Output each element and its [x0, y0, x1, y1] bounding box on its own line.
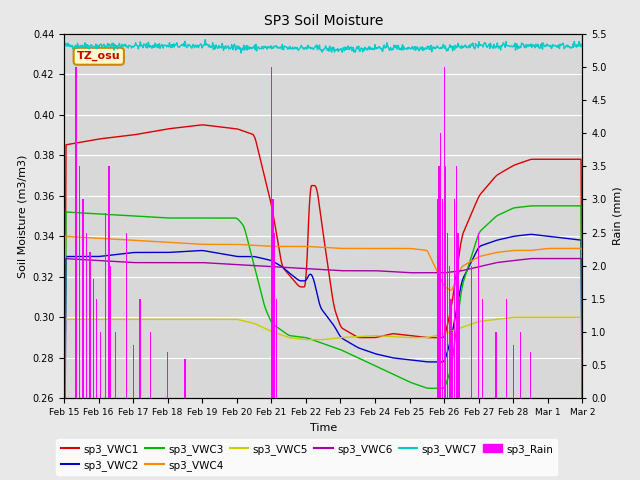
Bar [530, 352, 531, 398]
Bar [459, 299, 460, 398]
Bar [100, 332, 101, 398]
Bar [444, 67, 445, 398]
Bar [445, 166, 447, 398]
Bar [274, 233, 275, 398]
Bar [271, 67, 272, 398]
Bar [478, 233, 479, 398]
Bar [471, 266, 472, 398]
Bar [86, 233, 87, 398]
Text: TZ_osu: TZ_osu [77, 51, 120, 61]
Bar [93, 279, 94, 398]
Bar [456, 166, 457, 398]
Bar [436, 199, 438, 398]
Title: SP3 Soil Moisture: SP3 Soil Moisture [264, 14, 383, 28]
Bar [438, 166, 440, 398]
Bar [442, 199, 443, 398]
Bar [506, 299, 507, 398]
Bar [108, 166, 109, 398]
Bar [273, 199, 274, 398]
Bar [276, 299, 277, 398]
Bar [451, 299, 452, 398]
Bar [449, 266, 450, 398]
Bar [83, 199, 84, 398]
Bar [150, 332, 151, 398]
X-axis label: Time: Time [310, 423, 337, 432]
Bar [452, 332, 453, 398]
Y-axis label: Rain (mm): Rain (mm) [612, 187, 623, 245]
Bar [96, 299, 97, 398]
Legend: sp3_VWC1, sp3_VWC2, sp3_VWC3, sp3_VWC4, sp3_VWC5, sp3_VWC6, sp3_VWC7, sp3_Rain: sp3_VWC1, sp3_VWC2, sp3_VWC3, sp3_VWC4, … [56, 439, 557, 475]
Bar [140, 299, 141, 398]
Bar [440, 133, 442, 398]
Bar [447, 233, 448, 398]
Bar [184, 359, 186, 398]
Y-axis label: Soil Moisture (m3/m3): Soil Moisture (m3/m3) [17, 154, 28, 278]
Bar [458, 233, 459, 398]
Bar [76, 67, 77, 398]
Bar [110, 266, 111, 398]
Bar [132, 345, 134, 398]
Bar [481, 299, 483, 398]
Bar [167, 352, 168, 398]
Bar [79, 166, 80, 398]
Bar [125, 233, 127, 398]
Bar [513, 345, 514, 398]
Bar [495, 332, 497, 398]
Bar [115, 332, 116, 398]
Bar [454, 199, 455, 398]
Bar [520, 332, 521, 398]
Bar [105, 213, 106, 398]
